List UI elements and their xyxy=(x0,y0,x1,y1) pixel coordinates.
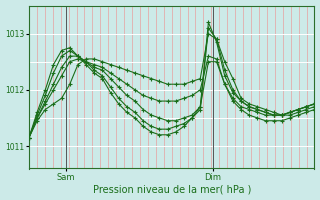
X-axis label: Pression niveau de la mer( hPa ): Pression niveau de la mer( hPa ) xyxy=(92,184,251,194)
